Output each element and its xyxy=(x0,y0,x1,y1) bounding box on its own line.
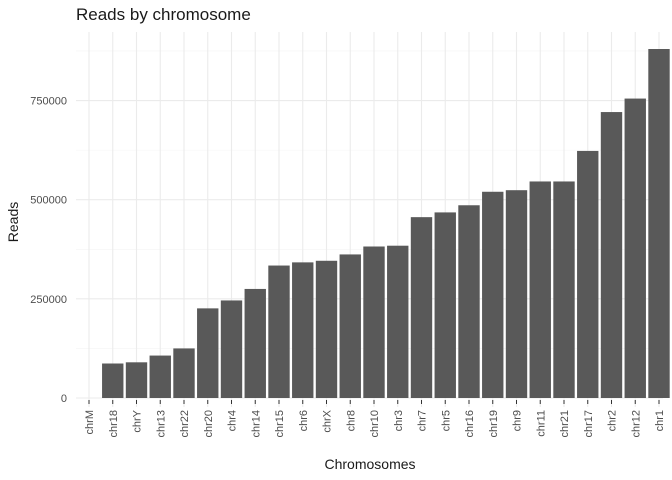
x-tick-label: chrX xyxy=(322,409,334,432)
x-tick-label: chr1 xyxy=(654,410,666,431)
x-tick-label: chr12 xyxy=(630,410,642,438)
y-tick-label: 250000 xyxy=(30,294,67,306)
x-tick-label: chr10 xyxy=(369,410,381,438)
bar-chr2 xyxy=(600,112,623,398)
x-tick-label: chrY xyxy=(132,409,144,432)
bar-chr11 xyxy=(529,181,551,398)
bar-chr21 xyxy=(553,181,575,398)
y-tick-label: 750000 xyxy=(30,96,67,108)
bars xyxy=(102,49,670,398)
bar-chr13 xyxy=(149,355,171,398)
x-tick-label: chr15 xyxy=(274,410,286,438)
bar-chrY xyxy=(125,362,148,398)
x-tick-label: chr14 xyxy=(250,410,262,438)
bar-chr6 xyxy=(292,262,314,398)
bar-chr22 xyxy=(173,348,195,398)
x-tick-label: chr7 xyxy=(417,410,429,431)
x-tick-label: chr21 xyxy=(559,410,571,438)
x-axis-title: Chromosomes xyxy=(324,456,415,472)
x-tick-label: chr18 xyxy=(108,410,120,438)
bar-chr20 xyxy=(197,308,219,398)
x-tick-label: chr11 xyxy=(535,410,547,437)
bar-chr16 xyxy=(458,205,480,398)
x-axis: chrM chr18 chrY chr13 chr22 chr20 chr4 chr14 chr… xyxy=(84,400,666,438)
bar-chr9 xyxy=(505,190,528,398)
y-axis: 0 250000 500000 750000 xyxy=(30,96,67,405)
bar-chr15 xyxy=(268,265,290,398)
x-tick-label: chr17 xyxy=(583,410,595,438)
bar-chr10 xyxy=(363,246,385,398)
chart-title: Reads by chromosome xyxy=(76,5,251,24)
bar-chr18 xyxy=(102,363,124,398)
bar-chr1 xyxy=(648,49,670,398)
x-tick-label: chr9 xyxy=(512,410,524,431)
bar-chrX xyxy=(315,260,338,398)
y-axis-title: Reads xyxy=(5,202,21,242)
x-tick-label: chr2 xyxy=(607,410,619,431)
x-tick-label: chr22 xyxy=(179,410,191,438)
x-tick-label: chr8 xyxy=(345,410,357,431)
bar-chr17 xyxy=(577,150,599,398)
bar-chr4 xyxy=(220,300,243,398)
bar-chr5 xyxy=(434,212,456,398)
y-tick-label: 500000 xyxy=(30,195,67,207)
x-tick-label: chr19 xyxy=(488,410,500,438)
bar-chr8 xyxy=(339,254,361,398)
x-tick-label: chr4 xyxy=(227,410,239,431)
x-tick-label: chr5 xyxy=(440,410,452,431)
y-tick-label: 0 xyxy=(61,393,67,405)
x-tick-label: chr3 xyxy=(393,410,405,431)
x-tick-label: chr20 xyxy=(203,410,215,438)
x-tick-label: chrM xyxy=(84,410,96,434)
bar-chr12 xyxy=(624,98,646,398)
x-tick-label: chr13 xyxy=(155,410,167,438)
bar-chr7 xyxy=(410,217,433,398)
bar-chr14 xyxy=(244,288,266,398)
x-tick-label: chr16 xyxy=(464,410,476,438)
bar-chr19 xyxy=(482,191,504,398)
x-tick-label: chr6 xyxy=(298,410,310,431)
bar-chr3 xyxy=(387,245,409,398)
